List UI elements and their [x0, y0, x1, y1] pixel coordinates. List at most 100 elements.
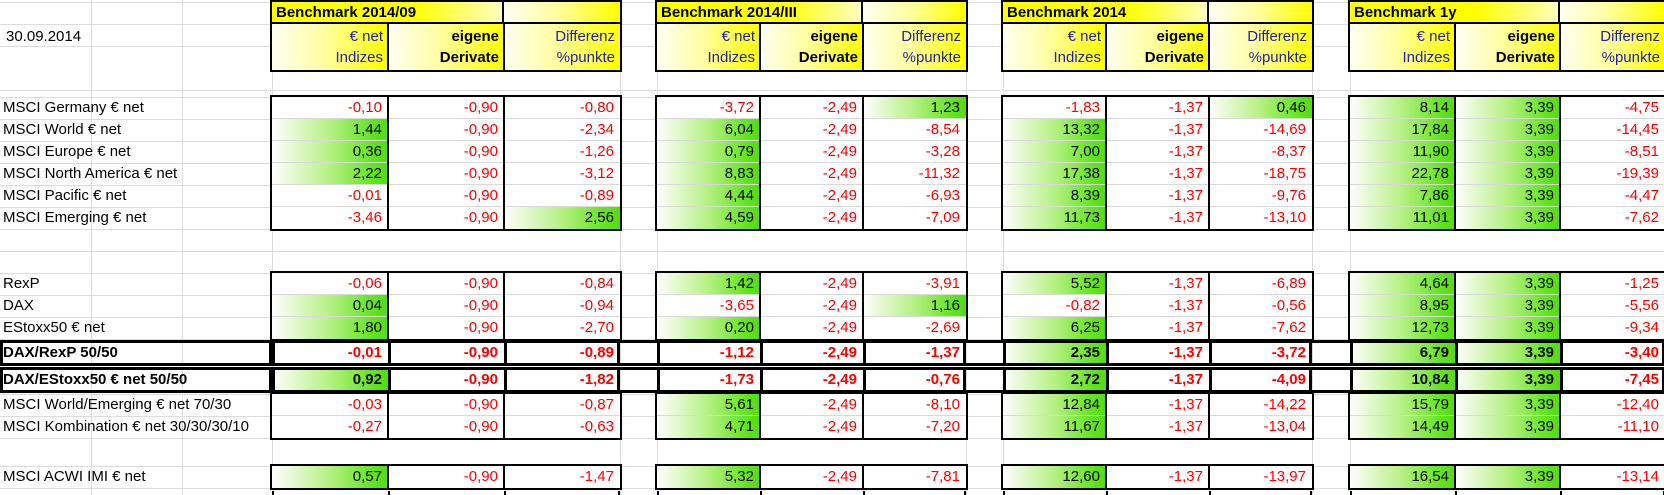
value-cell[interactable]: -1,37 — [1106, 163, 1209, 185]
benchmark-title-cell[interactable]: Benchmark 2014 — [1003, 2, 1209, 24]
value-cell[interactable]: -12,40 — [1560, 394, 1664, 416]
value-cell[interactable]: -9,34 — [1560, 317, 1664, 339]
col-header-indizes[interactable]: € net Indizes — [272, 24, 388, 70]
value-cell[interactable]: 0,46 — [1209, 97, 1312, 119]
row-label[interactable]: MSCI World/Emerging € net 70/30 — [3, 396, 232, 413]
value-cell[interactable]: -1,47 — [504, 466, 620, 488]
row-label[interactable]: MSCI Kombination € net 30/30/30/10 — [3, 418, 249, 435]
value-cell[interactable]: -13,04 — [1209, 416, 1312, 438]
value-cell[interactable]: -7,62 — [1209, 317, 1312, 339]
col-header-differenz[interactable]: Differenz %punkte — [1560, 24, 1664, 70]
value-cell[interactable]: -1,37 — [1106, 141, 1209, 163]
value-cell[interactable]: -0,90 — [388, 273, 504, 295]
value-cell[interactable]: 3,39 — [1455, 343, 1560, 363]
value-cell[interactable]: -0,76 — [863, 370, 966, 390]
value-cell[interactable]: 4,44 — [657, 185, 760, 207]
value-cell[interactable]: -3,72 — [657, 97, 760, 119]
value-cell[interactable]: -0,80 — [504, 97, 620, 119]
value-cell[interactable]: -0,90 — [388, 97, 504, 119]
value-cell[interactable]: -8,10 — [863, 394, 966, 416]
value-cell[interactable]: 15,79 — [1350, 394, 1455, 416]
value-cell[interactable]: -8,51 — [1560, 141, 1664, 163]
value-cell[interactable]: 12,84 — [1003, 394, 1106, 416]
value-cell[interactable]: 0,57 — [272, 466, 388, 488]
value-cell[interactable]: 3,39 — [1455, 97, 1560, 119]
col-header-derivate[interactable]: eigene Derivate — [760, 24, 863, 70]
value-cell[interactable]: -0,90 — [388, 295, 504, 317]
value-cell[interactable]: -2,49 — [760, 295, 863, 317]
value-cell[interactable]: 0,79 — [657, 141, 760, 163]
value-cell[interactable]: 13,32 — [1003, 119, 1106, 141]
value-cell[interactable]: -2,49 — [760, 370, 863, 390]
value-cell[interactable]: 6,04 — [657, 119, 760, 141]
value-cell[interactable]: 3,39 — [1455, 273, 1560, 295]
value-cell[interactable]: 3,39 — [1455, 466, 1560, 488]
value-cell[interactable]: -0,10 — [272, 97, 388, 119]
value-cell[interactable]: -2,49 — [760, 416, 863, 438]
value-cell[interactable]: -11,32 — [863, 163, 966, 185]
col-header-derivate[interactable]: eigene Derivate — [1455, 24, 1560, 70]
row-label[interactable]: MSCI Germany € net — [3, 99, 144, 116]
row-label[interactable]: MSCI Europe € net — [3, 143, 131, 160]
value-cell[interactable]: 4,64 — [1350, 273, 1455, 295]
row-label[interactable]: MSCI World € net — [3, 121, 122, 138]
value-cell[interactable]: -1,37 — [863, 343, 966, 363]
value-cell[interactable]: -14,22 — [1209, 394, 1312, 416]
value-cell[interactable]: -3,65 — [657, 295, 760, 317]
value-cell[interactable]: 10,84 — [1350, 370, 1455, 390]
value-cell[interactable]: 0,04 — [272, 295, 388, 317]
value-cell[interactable]: 3,39 — [1455, 119, 1560, 141]
value-cell[interactable]: -1,37 — [1106, 97, 1209, 119]
value-cell[interactable]: 11,01 — [1350, 207, 1455, 229]
value-cell[interactable]: 17,84 — [1350, 119, 1455, 141]
value-cell[interactable]: -8,54 — [863, 119, 966, 141]
value-cell[interactable]: 1,16 — [863, 295, 966, 317]
value-cell[interactable]: -19,39 — [1560, 163, 1664, 185]
value-cell[interactable]: -5,56 — [1560, 295, 1664, 317]
value-cell[interactable]: -1,82 — [504, 370, 620, 390]
benchmark-title-cell[interactable]: Benchmark 2014/III — [657, 2, 863, 24]
value-cell[interactable]: 1,80 — [272, 317, 388, 339]
value-cell[interactable]: -7,09 — [863, 207, 966, 229]
col-header-indizes[interactable]: € net Indizes — [657, 24, 760, 70]
value-cell[interactable]: -18,75 — [1209, 163, 1312, 185]
value-cell[interactable]: 8,14 — [1350, 97, 1455, 119]
value-cell[interactable]: -0,90 — [388, 185, 504, 207]
value-cell[interactable]: -0,90 — [388, 416, 504, 438]
value-cell[interactable]: -3,91 — [863, 273, 966, 295]
value-cell[interactable]: -1,37 — [1106, 185, 1209, 207]
value-cell[interactable]: -2,49 — [760, 207, 863, 229]
value-cell[interactable]: -13,97 — [1209, 466, 1312, 488]
value-cell[interactable]: -6,93 — [863, 185, 966, 207]
value-cell[interactable]: -2,49 — [760, 394, 863, 416]
value-cell[interactable]: -2,49 — [760, 343, 863, 363]
value-cell[interactable]: -3,28 — [863, 141, 966, 163]
value-cell[interactable]: -0,63 — [504, 416, 620, 438]
value-cell[interactable]: -2,49 — [760, 317, 863, 339]
value-cell[interactable]: 11,67 — [1003, 416, 1106, 438]
header-spacer-cell[interactable] — [1560, 2, 1664, 24]
value-cell[interactable]: 14,49 — [1350, 416, 1455, 438]
value-cell[interactable]: 16,54 — [1350, 466, 1455, 488]
col-header-differenz[interactable]: Differenz %punkte — [863, 24, 966, 70]
value-cell[interactable]: -0,84 — [504, 273, 620, 295]
value-cell[interactable]: 8,83 — [657, 163, 760, 185]
header-spacer-cell[interactable] — [1209, 2, 1312, 24]
value-cell[interactable]: -4,75 — [1560, 97, 1664, 119]
value-cell[interactable]: -14,69 — [1209, 119, 1312, 141]
value-cell[interactable]: -0,90 — [388, 207, 504, 229]
value-cell[interactable]: -0,90 — [388, 119, 504, 141]
value-cell[interactable]: -4,47 — [1560, 185, 1664, 207]
value-cell[interactable]: -2,49 — [760, 163, 863, 185]
value-cell[interactable]: -7,81 — [863, 466, 966, 488]
value-cell[interactable]: -2,69 — [863, 317, 966, 339]
value-cell[interactable]: 17,38 — [1003, 163, 1106, 185]
value-cell[interactable]: -1,12 — [657, 343, 760, 363]
value-cell[interactable]: 3,39 — [1455, 317, 1560, 339]
value-cell[interactable]: -2,49 — [760, 141, 863, 163]
value-cell[interactable]: -0,01 — [272, 343, 388, 363]
value-cell[interactable]: 3,39 — [1455, 295, 1560, 317]
value-cell[interactable]: -2,34 — [504, 119, 620, 141]
row-label[interactable]: MSCI North America € net — [3, 165, 178, 182]
value-cell[interactable]: 6,79 — [1350, 343, 1455, 363]
